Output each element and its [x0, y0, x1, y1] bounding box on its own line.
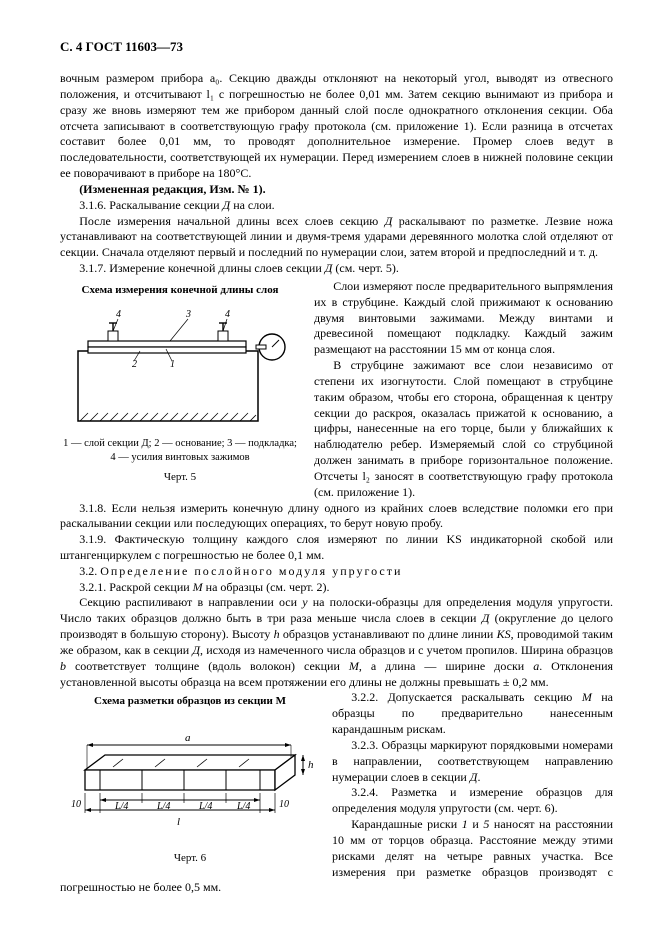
paragraph-9: 3.1.9. Фактическую толщину каждого слоя …	[60, 532, 613, 564]
paragraph-12: Секцию распиливают в направлении оси y н…	[60, 595, 613, 690]
page-header: С. 4 ГОСТ 11603—73	[60, 38, 613, 55]
paragraph-1: вочным размером прибора a₀. Секцию дважд…	[60, 71, 613, 182]
fig5-svg: 4 3 4 2 1	[70, 303, 290, 433]
fig5-lbl4a: 4	[116, 309, 121, 320]
svg-text:L/4: L/4	[236, 801, 250, 812]
svg-text:a: a	[185, 732, 191, 744]
paragraph-8: 3.1.8. Если нельзя измерить конечную дли…	[60, 501, 613, 533]
fig6-svg: a h 10 L/4 L/4 L/4 L/4 10 l	[65, 715, 315, 845]
fig5-lbl1: 1	[170, 359, 175, 370]
svg-text:h: h	[308, 759, 314, 771]
fig6-title: Схема разметки образцов из секции М	[60, 694, 320, 709]
figure-5: Схема измерения конечной длины слоя	[60, 283, 300, 484]
fig5-lbl3a: 3	[185, 309, 191, 320]
sec-title-3-2: Определение послойного модуля упругости	[100, 564, 402, 578]
fig5-num: Черт. 5	[60, 470, 300, 485]
amend-note: (Измененная редакция, Изм. № 1).	[79, 182, 265, 196]
page: С. 4 ГОСТ 11603—73 вочным размером прибо…	[0, 0, 661, 936]
fig5-title: Схема измерения конечной длины слоя	[60, 283, 300, 298]
paragraph-3: 3.1.6. Раскалывание секции Д на слои.	[60, 198, 613, 214]
fig6-num: Черт. 6	[60, 851, 320, 866]
paragraph-4: После измерения начальной длины всех сло…	[60, 214, 613, 261]
svg-text:L/4: L/4	[114, 801, 128, 812]
svg-text:L/4: L/4	[198, 801, 212, 812]
paragraph-11: 3.2.1. Раскрой секции М на образцы (см. …	[60, 580, 613, 596]
paragraph-2: (Измененная редакция, Изм. № 1).	[60, 182, 613, 198]
paragraph-5: 3.1.7. Измерение конечной длины слоев се…	[60, 261, 613, 277]
section-with-fig6: Схема разметки образцов из секции М	[60, 690, 613, 896]
section-with-fig5: Схема измерения конечной длины слоя	[60, 279, 613, 532]
svg-text:l: l	[177, 816, 180, 828]
figure-6: Схема разметки образцов из секции М	[60, 694, 320, 865]
fig5-caption: 1 — слой секции Д; 2 — основание; 3 — по…	[60, 437, 300, 463]
svg-text:10: 10	[279, 799, 289, 810]
svg-text:10: 10	[71, 799, 81, 810]
paragraph-10: 3.2. Определение послойного модуля упруг…	[60, 564, 613, 580]
fig5-lbl4b: 4	[225, 309, 230, 320]
svg-text:L/4: L/4	[156, 801, 170, 812]
